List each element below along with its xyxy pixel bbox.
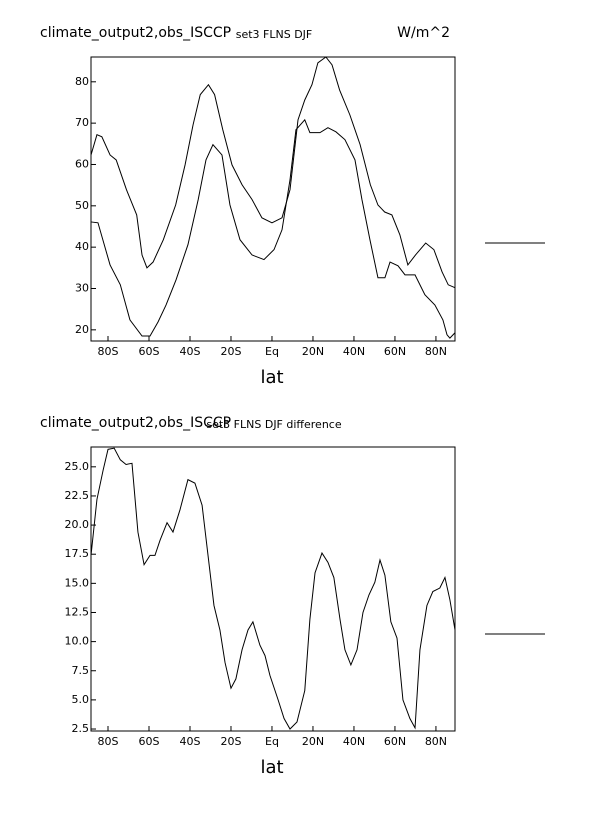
x-tick-label: 20N [302,735,324,748]
y-tick-label: 17.5 [65,547,90,560]
x-tick-label: 20N [302,345,324,358]
x-tick-label: 80N [425,345,447,358]
chart-subtitle: set3 FLNS DJF [236,28,313,41]
plot-frame [90,446,456,732]
y-tick-label: 5.0 [72,693,90,706]
x-tick-label: Eq [265,735,279,748]
plot-frame [90,56,456,342]
x-tick-label: 60N [384,345,406,358]
x-tick-label: 40N [343,735,365,748]
x-tick-label: 40S [180,345,201,358]
x-axis-label: lat [260,757,283,778]
data-line [90,56,456,289]
x-tick-label: 60S [139,735,160,748]
x-tick-label: Eq [265,345,279,358]
data-line [90,118,456,339]
x-tick-label: 60S [139,345,160,358]
y-tick-label: 70 [75,116,89,129]
x-tick-label: 80S [98,735,119,748]
x-tick-label: 20S [220,345,241,358]
x-tick-label: 40N [343,345,365,358]
y-tick-label: 40 [75,240,89,253]
y-tick-label: 2.5 [72,722,90,735]
y-tick-label: 50 [75,199,89,212]
x-tick-label: 60N [384,735,406,748]
y-tick-label: 60 [75,157,89,170]
y-tick-label: 80 [75,75,89,88]
x-axis-label: lat [260,367,283,388]
y-tick-label: 15.0 [65,576,90,589]
chart-subtitle: set3 FLNS DJF difference [206,418,341,431]
x-tick-label: 80S [98,345,119,358]
y-tick-label: 20 [75,323,89,336]
units-label: W/m^2 [397,25,450,41]
y-tick-label: 10.0 [65,635,90,648]
y-tick-label: 7.5 [72,664,90,677]
chart-title: climate_output2,obs_ISCCP [40,25,231,41]
y-tick-label: 30 [75,281,89,294]
x-tick-label: 20S [220,735,241,748]
x-tick-label: 80N [425,735,447,748]
y-tick-label: 25.0 [65,460,90,473]
data-line [90,447,456,730]
x-tick-label: 40S [180,735,201,748]
y-tick-label: 20.0 [65,518,90,531]
y-tick-label: 12.5 [65,605,90,618]
chart-title: climate_output2,obs_ISCCP [40,415,231,431]
y-tick-label: 22.5 [65,489,90,502]
